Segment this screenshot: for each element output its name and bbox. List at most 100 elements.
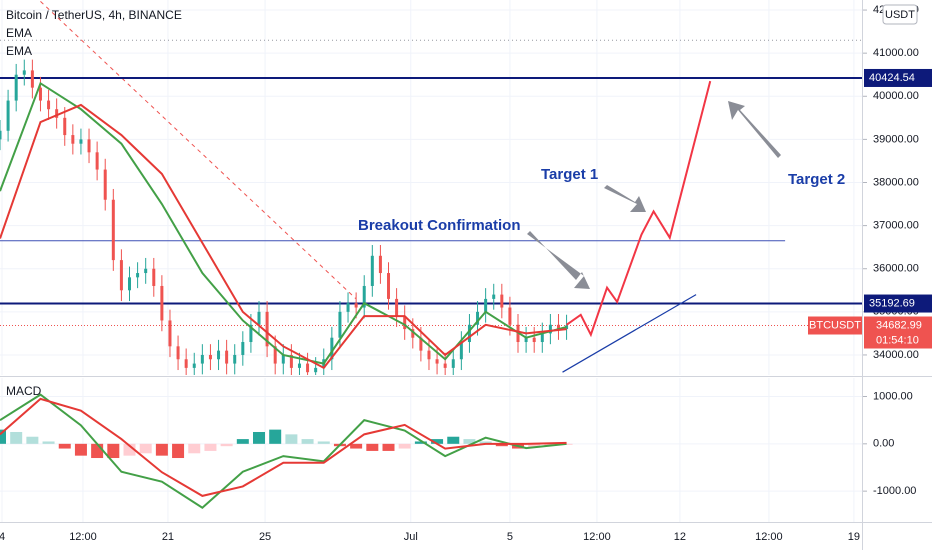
countdown: 01:54:10 (876, 334, 919, 346)
legend-label: EMA (6, 44, 32, 58)
annotation: Breakout Confirmation (358, 217, 521, 234)
histogram-bar (350, 443, 363, 449)
candle-body (508, 307, 512, 325)
candle-body (233, 354, 237, 364)
projection-line (565, 80, 712, 338)
candle-body (38, 87, 42, 101)
trend-line (40, 1, 357, 300)
support-line (562, 294, 697, 373)
candle-body (387, 273, 391, 299)
level-label: 35192.69 (869, 297, 915, 309)
histogram-bar (26, 436, 39, 444)
candle-body (136, 273, 140, 278)
arrow (604, 185, 646, 212)
candle-body (435, 359, 439, 364)
chart-title: Bitcoin / TetherUS, 4h, BINANCE (6, 8, 182, 22)
histogram-bar (301, 439, 314, 444)
candle-body (354, 303, 358, 308)
candle-body (103, 169, 107, 200)
x-tick-label: 21 (162, 531, 174, 543)
candle-body (14, 74, 18, 101)
pane-title: MACD (6, 384, 42, 398)
candle-body (6, 100, 10, 131)
level-label-box (864, 294, 932, 313)
macd-line (0, 393, 567, 509)
x-tick-label: 25 (259, 531, 271, 543)
candle-body (71, 135, 75, 144)
y-tick-label: 0.00 (873, 438, 894, 450)
histogram-bar (42, 441, 55, 444)
symbol-box (808, 316, 862, 335)
candle-body (95, 152, 99, 170)
candle-body (160, 285, 164, 321)
symbol-label: BTCUSDT (809, 319, 861, 331)
candle-body (257, 311, 261, 325)
price-pane (0, 0, 862, 375)
candle-body (484, 298, 488, 312)
candle-body (378, 255, 382, 274)
candle-body (338, 311, 342, 338)
histogram-bar (10, 431, 23, 444)
candle-body (168, 320, 172, 347)
ema-line (0, 103, 567, 370)
candle-body (427, 350, 431, 360)
candle-body (370, 255, 374, 286)
histogram-bar (107, 443, 120, 459)
histogram-bar (317, 441, 330, 444)
histogram-bar (431, 439, 444, 444)
candle-body (87, 139, 91, 153)
candle-body (0, 130, 2, 140)
candle-body (451, 359, 455, 368)
candle-body (297, 363, 301, 368)
candle-body (476, 311, 480, 325)
histogram-bar (269, 429, 282, 444)
x-tick-label: 12:00 (69, 531, 97, 543)
histogram-bar (382, 443, 395, 451)
candle-body (556, 324, 560, 330)
candle-body (176, 346, 180, 360)
candle-body (111, 199, 115, 261)
histogram-bar (91, 443, 104, 459)
currency-badge (882, 4, 918, 25)
candle-body (241, 342, 245, 355)
histogram-bar (204, 443, 217, 451)
x-tick-label: Jul (404, 531, 418, 543)
signal-line (0, 397, 567, 497)
y-tick-label: 34000.00 (873, 349, 919, 361)
histogram-bar (58, 443, 71, 449)
candle-body (314, 367, 318, 373)
candle-body (492, 294, 496, 299)
histogram-bar (447, 436, 460, 444)
y-tick-label: -1000.00 (873, 485, 916, 497)
x-tick-label: 12:00 (583, 531, 611, 543)
last-price-box (864, 316, 932, 349)
candle-body (79, 139, 83, 144)
histogram-bar (220, 443, 233, 447)
legend-label: EMA (6, 26, 32, 40)
candle-body (55, 109, 59, 118)
histogram-bar (479, 441, 492, 444)
candle-body (208, 354, 212, 360)
candle-body (540, 333, 544, 343)
arrow (728, 101, 781, 158)
x-tick-label: 12:00 (755, 531, 783, 543)
y-tick-label: 40000.00 (873, 90, 919, 102)
candle-body (289, 354, 293, 368)
histogram-bar (285, 434, 298, 444)
candle-body (265, 311, 269, 347)
macd-pane (0, 378, 862, 522)
candle-body (306, 363, 310, 373)
candle-body (249, 324, 253, 343)
axes: 34000.0035000.0036000.0037000.0038000.00… (0, 4, 932, 543)
candle-body (63, 117, 67, 136)
y-tick-label: 39000.00 (873, 133, 919, 145)
histogram-bar (0, 429, 6, 444)
candle-body (128, 277, 132, 291)
candle-body (152, 268, 156, 286)
histogram-bar (188, 443, 201, 454)
candle-body (524, 337, 528, 343)
x-tick-label: 4 (0, 531, 5, 543)
histogram-bar (366, 443, 379, 451)
candle-body (403, 316, 407, 330)
